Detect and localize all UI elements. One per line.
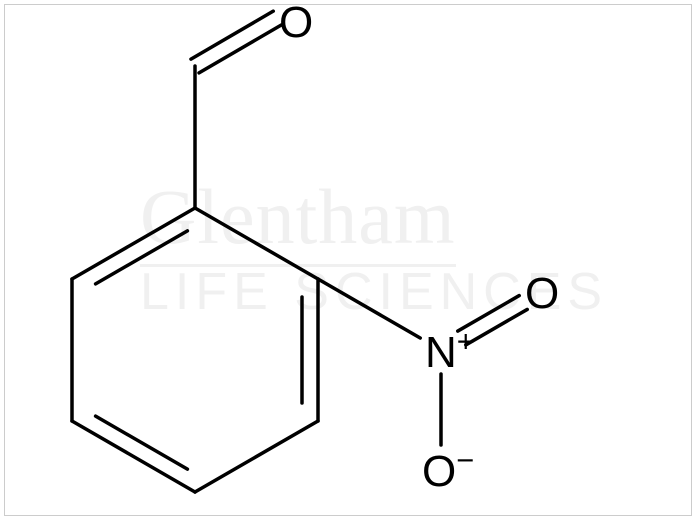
atom-label-O8: O [279,0,313,48]
structure-svg [0,0,696,520]
atom-label-N9: N+ [425,328,475,378]
atom-label-O11: O− [422,447,474,497]
atom-label-O10: O [525,269,559,319]
